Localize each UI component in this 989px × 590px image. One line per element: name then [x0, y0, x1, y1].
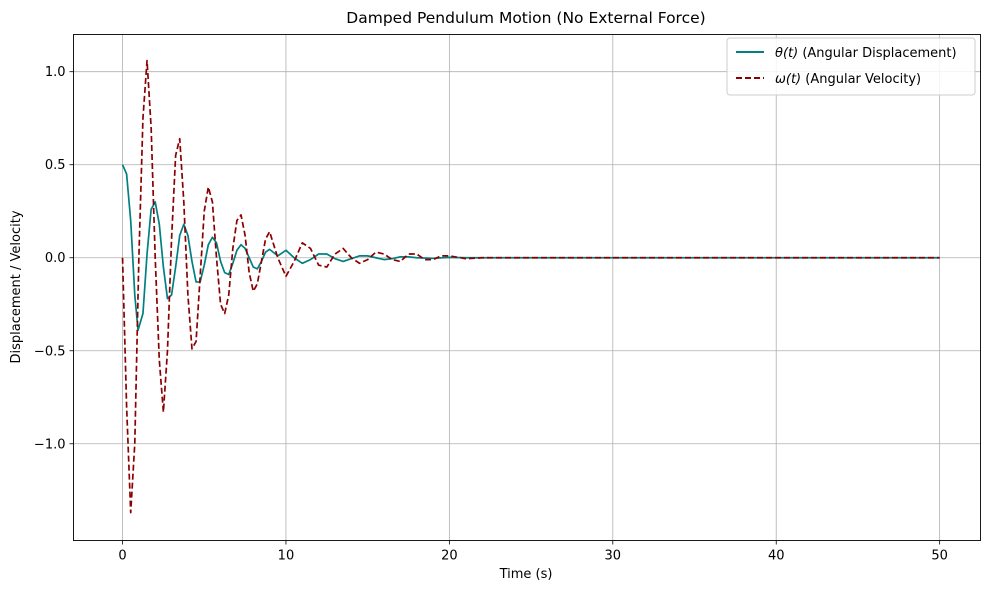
- legend-box: [726, 37, 976, 96]
- x-axis-label: Time (s): [499, 567, 553, 582]
- series-layer: [121, 59, 940, 514]
- legend-entry-theta: θ(t) (Angular Displacement): [775, 46, 957, 61]
- y-axis-ticks: −1.0 −0.5 0.0 0.5 1.0: [34, 65, 74, 452]
- x-axis-ticks: 0 10 20 30 40 50: [118, 540, 948, 564]
- legend: θ(t) (Angular Displacement) ω(t) (Angula…: [726, 37, 976, 96]
- legend-theta-text: (Angular Displacement): [802, 46, 956, 61]
- x-tick-label: 30: [605, 549, 622, 564]
- legend-theta-math: θ(t): [775, 46, 798, 61]
- legend-entry-omega: ω(t) (Angular Velocity): [775, 72, 921, 87]
- chart-title: Damped Pendulum Motion (No External Forc…: [346, 9, 705, 27]
- y-tick-label: 0.0: [45, 251, 66, 266]
- x-tick-label: 20: [441, 549, 458, 564]
- y-tick-label: −0.5: [34, 344, 66, 359]
- x-tick-label: 40: [768, 549, 785, 564]
- legend-omega-math: ω(t): [775, 72, 801, 87]
- x-tick-label: 10: [278, 549, 295, 564]
- y-tick-label: −1.0: [34, 437, 66, 452]
- y-axis-label: Displacement / Velocity: [9, 210, 24, 363]
- series-line-theta: [121, 164, 940, 332]
- plot-area-frame: [73, 34, 981, 541]
- legend-omega-text: (Angular Velocity): [805, 72, 921, 87]
- x-tick-label: 0: [118, 549, 126, 564]
- x-tick-label: 50: [931, 549, 948, 564]
- y-tick-label: 1.0: [45, 65, 66, 80]
- series-line-omega: [121, 59, 940, 514]
- y-tick-label: 0.5: [45, 158, 66, 173]
